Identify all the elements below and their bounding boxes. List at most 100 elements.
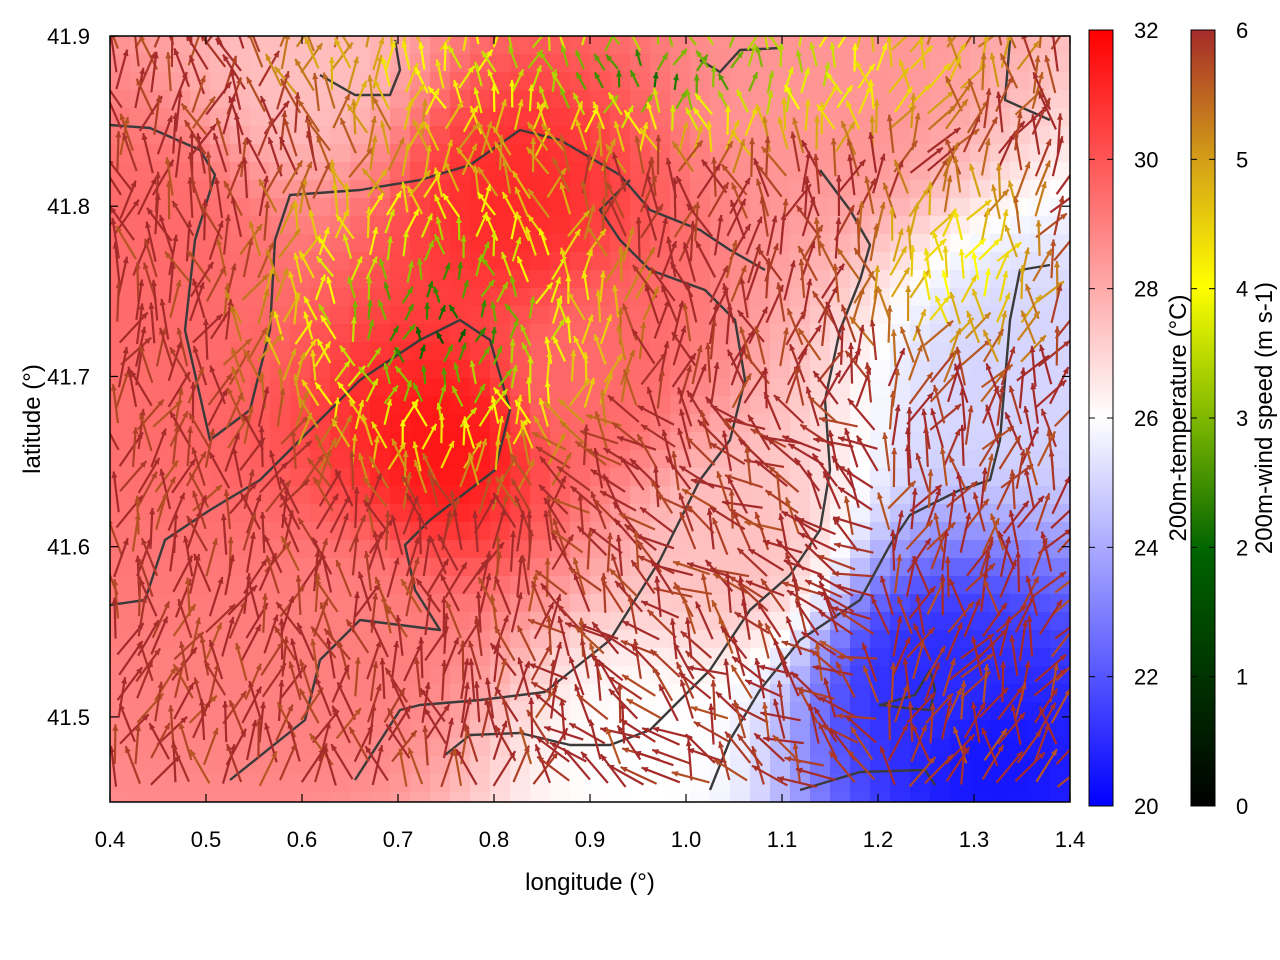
temperature-cell (250, 144, 271, 163)
temperature-cell (450, 792, 471, 802)
temperature-cell (1010, 720, 1031, 739)
temperature-cell (350, 792, 371, 802)
colorbar-tick-label: 5 (1236, 147, 1248, 172)
temperature-cell (770, 378, 791, 397)
temperature-cell (690, 288, 711, 307)
temperature-cell (850, 774, 871, 793)
temperature-cell (710, 450, 731, 469)
temperature-cell (690, 36, 711, 55)
temperature-cell (690, 720, 711, 739)
temperature-colorbar: 20 22 24 26 28 30 32 200m-temperature (°C) (1088, 18, 1192, 819)
temperature-cell (670, 648, 691, 667)
temperature-cell (530, 342, 551, 361)
temperature-cell (670, 594, 691, 613)
temperature-cell (510, 630, 531, 649)
temperature-cell (150, 792, 171, 802)
temperature-cell (430, 324, 451, 343)
temperature-cell (250, 702, 271, 721)
temperature-cell (730, 594, 751, 613)
temperature-cell (550, 774, 571, 793)
temperature-cell (310, 198, 331, 217)
temperature-cell (490, 468, 511, 487)
temperature-cell (270, 180, 291, 199)
temperature-cell (970, 432, 991, 451)
temperature-cell (230, 774, 251, 793)
temperature-cell (470, 180, 491, 199)
temperature-cell (170, 648, 191, 667)
temperature-cell (230, 792, 251, 802)
temperature-cell (210, 756, 231, 775)
temperature-cell (390, 594, 411, 613)
temperature-cell (230, 558, 251, 577)
temperature-cell (370, 702, 391, 721)
temperature-cell (210, 648, 231, 667)
temperature-cell (230, 108, 251, 127)
temperature-cell (590, 594, 611, 613)
temperature-cell (270, 774, 291, 793)
temperature-cell (330, 144, 351, 163)
temperature-cell (690, 522, 711, 541)
temperature-cell (410, 342, 431, 361)
temperature-cell (590, 612, 611, 631)
temperature-cell (230, 216, 251, 235)
temperature-cell (410, 774, 431, 793)
temperature-cell (1030, 684, 1051, 703)
temperature-cell (790, 396, 811, 415)
temperature-cell (710, 666, 731, 685)
temperature-cell (410, 54, 431, 73)
temperature-cell (990, 666, 1011, 685)
temperature-cell (690, 594, 711, 613)
temperature-cell (210, 522, 231, 541)
temperature-cell (630, 288, 651, 307)
temperature-cell (110, 486, 131, 505)
temperature-colorbar-label: 200m-temperature (°C) (1165, 294, 1192, 541)
temperature-cell (970, 216, 991, 235)
temperature-cell (510, 594, 531, 613)
temperature-cell (110, 72, 131, 91)
temperature-cell (410, 414, 431, 433)
temperature-cell (690, 396, 711, 415)
temperature-cell (190, 162, 211, 181)
temperature-cell (550, 792, 571, 802)
temperature-cell (570, 234, 591, 253)
temperature-cell (670, 72, 691, 91)
temperature-cell (530, 540, 551, 559)
temperature-cell (710, 252, 731, 271)
temperature-cell (670, 54, 691, 73)
temperature-cell (490, 378, 511, 397)
temperature-cell (530, 306, 551, 325)
temperature-cell (430, 126, 451, 145)
temperature-cell (510, 648, 531, 667)
colorbar-tick-label: 3 (1236, 406, 1248, 431)
colorbar-tick-label: 20 (1134, 794, 1158, 819)
temperature-cell (210, 774, 231, 793)
temperature-cell (490, 522, 511, 541)
temperature-cell (510, 576, 531, 595)
temperature-cell (1050, 90, 1070, 109)
temperature-cell (250, 792, 271, 802)
temperature-cell (170, 180, 191, 199)
y-tick-label: 41.7 (47, 364, 90, 389)
temperature-cell (630, 792, 651, 802)
temperature-cell (410, 756, 431, 775)
temperature-cell (110, 774, 131, 793)
temperature-cell (830, 630, 851, 649)
temperature-cell (270, 594, 291, 613)
temperature-cell (250, 540, 271, 559)
temperature-cell (610, 774, 631, 793)
temperature-cell (470, 288, 491, 307)
temperature-cell (490, 360, 511, 379)
temperature-cell (970, 774, 991, 793)
temperature-cell (150, 756, 171, 775)
temperature-cell (190, 432, 211, 451)
temperature-cell (990, 234, 1011, 253)
temperature-cell (470, 594, 491, 613)
temperature-cell (610, 648, 631, 667)
temperature-cell (590, 576, 611, 595)
temperature-cell (730, 90, 751, 109)
temperature-cell (730, 108, 751, 127)
temperature-cell (450, 540, 471, 559)
temperature-cell (430, 792, 451, 802)
temperature-cell (710, 540, 731, 559)
temperature-cell (550, 198, 571, 217)
